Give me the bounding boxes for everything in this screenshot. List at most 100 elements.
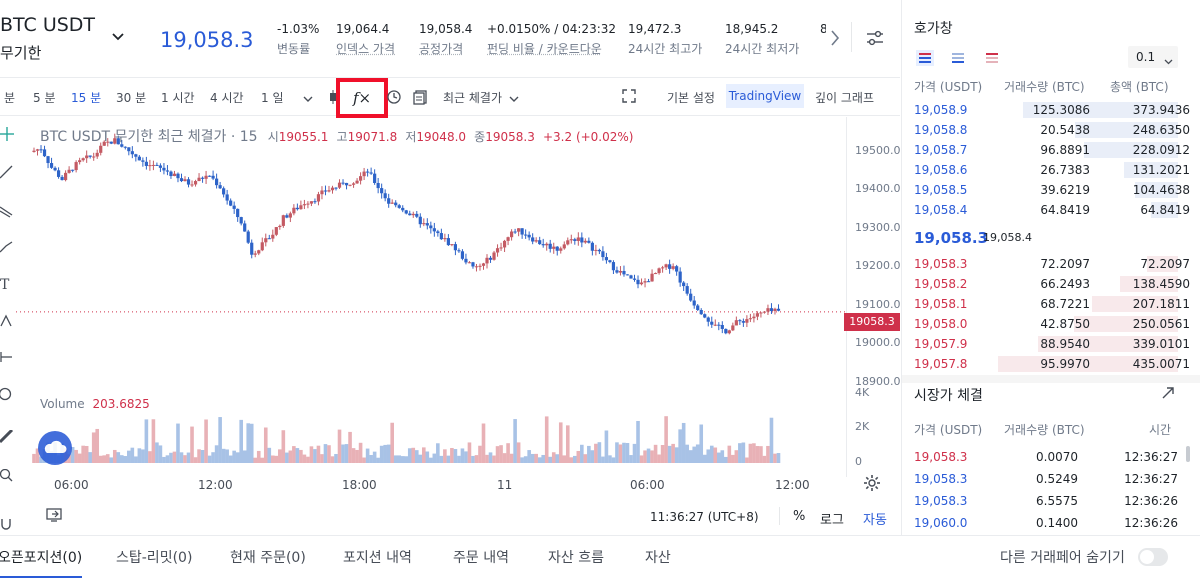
interval-4h[interactable]: 4 시간	[210, 91, 244, 105]
price-type-select[interactable]: 최근 체결가	[443, 91, 503, 105]
scrollbar[interactable]	[1186, 446, 1190, 462]
tab-stop-limit[interactable]: 스탑-리밋(0)	[116, 550, 193, 566]
emoji-icon[interactable]	[0, 387, 14, 401]
expand-icon[interactable]	[1161, 385, 1175, 404]
price-axis[interactable]: 19500.0 19400.0 19300.0 19200.0 19100.0 …	[846, 117, 901, 477]
volume-bar	[587, 445, 591, 463]
candle-type-icon[interactable]	[329, 90, 337, 107]
indicators-icon[interactable]: f×	[336, 78, 388, 118]
index-price-label[interactable]: 인덱스 가격	[336, 42, 396, 56]
volume-bar	[759, 446, 763, 463]
interval-dropdown-icon[interactable]	[303, 92, 313, 106]
volume-bar	[285, 452, 289, 463]
cloud-icon[interactable]	[38, 431, 72, 465]
view-tradingview[interactable]: TradingView	[726, 84, 804, 108]
fullscreen-icon[interactable]	[622, 89, 636, 106]
log-toggle[interactable]: 로그	[820, 513, 844, 528]
candle-body	[685, 286, 689, 294]
candle-body	[88, 155, 92, 157]
ask-row[interactable]: 19,058.5 39.6219 104.4638	[914, 180, 1190, 200]
hide-other-pairs-toggle[interactable]	[1138, 548, 1168, 566]
funding-rate-label[interactable]: 펀딩 비율 / 카운트다운	[487, 42, 602, 56]
volume-bar	[766, 445, 770, 463]
volume-bar	[109, 457, 114, 463]
price-type-chevron-icon[interactable]	[509, 92, 519, 106]
tab-current-orders[interactable]: 현재 주문(0)	[230, 550, 306, 566]
book-both-icon[interactable]	[916, 50, 934, 70]
volume-bar	[467, 442, 472, 463]
measure-icon[interactable]	[0, 350, 14, 364]
magnet-icon[interactable]	[0, 517, 14, 531]
bid-row[interactable]: 19,057.9 88.9540 339.0101	[914, 334, 1190, 354]
bid-row[interactable]: 19,058.0 42.8750 250.0561	[914, 314, 1190, 334]
settings-sliders-icon[interactable]	[866, 30, 884, 50]
document-icon[interactable]	[413, 90, 427, 108]
pattern-icon[interactable]	[0, 314, 14, 328]
volume-bar	[211, 452, 215, 463]
volume-bar	[323, 444, 328, 463]
book-asks-icon[interactable]	[984, 50, 1000, 70]
volume-bar	[713, 447, 718, 463]
interval-1d[interactable]: 1 일	[261, 91, 284, 105]
candle-body	[474, 266, 479, 268]
ruler-icon[interactable]	[0, 428, 14, 444]
bid-row[interactable]: 19,058.1 68.7221 207.1811	[914, 294, 1190, 314]
tab-asset-flow[interactable]: 자산 흐름	[548, 550, 604, 566]
volume-bar	[506, 443, 510, 463]
interval-5m[interactable]: 5 분	[33, 91, 56, 105]
tab-position-history[interactable]: 포지션 내역	[343, 550, 412, 566]
tab-assets[interactable]: 자산	[645, 550, 671, 566]
pair-name[interactable]: BTC USDT	[0, 14, 96, 36]
bid-qty: 72.2097	[1040, 257, 1090, 271]
volume-bar	[158, 445, 163, 463]
interval-30m[interactable]: 30 분	[116, 91, 147, 105]
replay-icon[interactable]	[46, 507, 64, 526]
bid-row[interactable]: 19,058.2 66.2493 138.4590	[914, 274, 1190, 294]
chevron-down-icon[interactable]	[112, 30, 124, 44]
volume-tick: 0	[855, 455, 862, 468]
precision-select[interactable]: 0.1	[1128, 46, 1178, 68]
volume-bar	[186, 452, 191, 463]
zoom-icon[interactable]	[0, 468, 14, 483]
low-24h-value: 18,945.2	[725, 22, 779, 36]
book-bids-icon[interactable]	[950, 50, 966, 70]
time-tick: 12:00	[198, 478, 233, 492]
trend-line-icon[interactable]	[0, 165, 14, 179]
bid-row[interactable]: 19,058.3 72.2097 72.2097	[914, 254, 1190, 274]
interval-1m[interactable]: 분	[4, 91, 16, 105]
text-tool-icon[interactable]: T	[0, 277, 10, 293]
candle-body	[678, 271, 682, 283]
gear-icon[interactable]	[864, 475, 880, 495]
bid-depth-bar	[998, 356, 1178, 372]
view-depth[interactable]: 깊이 그래프	[815, 91, 875, 105]
percent-toggle[interactable]: %	[793, 509, 806, 524]
brush-icon[interactable]	[0, 240, 14, 254]
fib-icon[interactable]	[0, 204, 14, 218]
candle-body	[478, 265, 482, 267]
chevron-right-icon[interactable]	[830, 30, 840, 50]
candle-body	[587, 240, 591, 243]
interval-1h[interactable]: 1 시간	[161, 91, 195, 105]
bid-row[interactable]: 19,057.8 95.9970 435.0071	[914, 354, 1190, 374]
ask-row[interactable]: 19,058.4 64.8419 64.8419	[914, 200, 1190, 220]
candle-body	[745, 319, 749, 323]
ask-row[interactable]: 19,058.8 20.5438 248.6350	[914, 120, 1190, 140]
clock-icon[interactable]	[387, 90, 401, 107]
view-basic[interactable]: 기본 설정	[667, 91, 715, 105]
auto-toggle[interactable]: 자동	[863, 513, 887, 528]
tab-open-positions[interactable]: 오픈포지션(0)	[0, 550, 83, 566]
ask-row[interactable]: 19,058.7 96.8891 228.0912	[914, 140, 1190, 160]
candle-body	[671, 266, 675, 269]
fair-price-label[interactable]: 공정가격	[419, 42, 464, 56]
orderbook-panel: 호가창 0.1 가격 (USDT) 거래수량 (BTC) 총액 (BTC) 19…	[901, 0, 1200, 535]
ask-row[interactable]: 19,058.6 26.7383 131.2021	[914, 160, 1190, 180]
crosshair-icon[interactable]	[0, 127, 14, 141]
volume-bar	[232, 450, 236, 463]
tab-order-history[interactable]: 주문 내역	[453, 550, 509, 566]
price-chart[interactable]: BTC USDT 무기한 최근 체결가 · 15 시19055.1 고19071…	[16, 117, 901, 497]
candlestick-plot[interactable]	[16, 117, 846, 477]
candle-body	[260, 242, 264, 251]
volume-bar	[190, 426, 194, 463]
ask-row[interactable]: 19,058.9 125.3086 373.9436	[914, 100, 1190, 120]
interval-15m[interactable]: 15 분	[71, 91, 102, 105]
